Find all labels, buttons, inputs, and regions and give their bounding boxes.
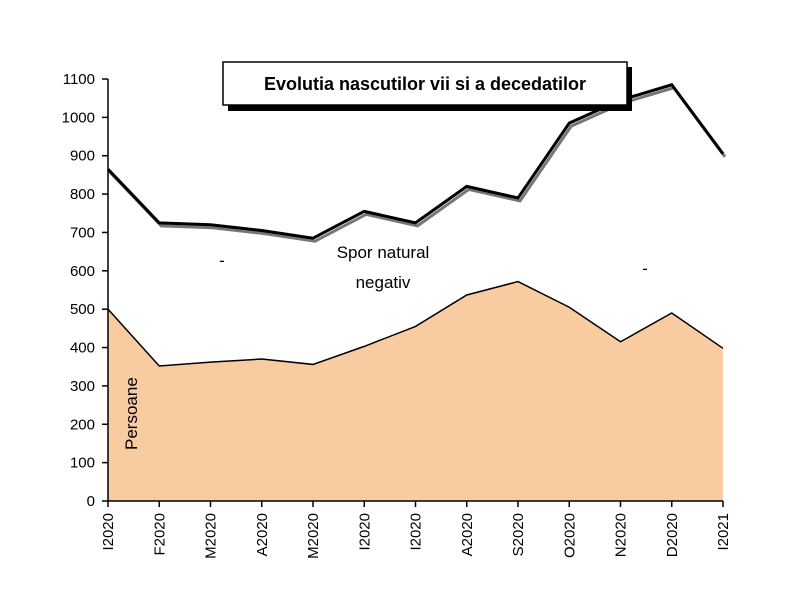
y-tick-label: 300 [70,378,95,395]
y-tick-label: 800 [70,186,95,203]
births-area [108,281,723,501]
y-tick-label: 0 [87,493,95,510]
x-tick-label: D2020 [664,513,681,557]
x-tick-label: F2020 [151,513,168,556]
y-tick-label: 400 [70,340,95,357]
x-ticks: I2020 F2020 M2020 A2020 M2020 I2020 I2020 A2020… [100,501,732,559]
y-ticks: 0 100 200 300 400 500 600 700 800 900 1000 1100 [62,71,108,510]
annotation-dash-left: - [219,251,225,270]
x-tick-label: I2020 [356,513,373,551]
y-tick-label: 700 [70,224,95,241]
chart-title: Evolutia nascutilor vii si a decedatilor [264,74,586,94]
y-tick-label: 200 [70,416,95,433]
annotation-spor-natural: Spor natural [337,243,430,262]
x-tick-label: S2020 [510,513,527,556]
y-axis-label: Persoane [122,377,141,450]
x-tick-label: N2020 [613,513,630,557]
x-tick-label: M2020 [305,513,322,559]
x-tick-label: A2020 [459,513,476,556]
y-tick-label: 1100 [63,71,95,88]
x-tick-label: M2020 [203,513,220,559]
births-series-line [107,280,724,367]
x-tick-label: I2021 [715,513,732,551]
y-tick-label: 900 [70,148,95,165]
y-tick-label: 600 [70,263,95,280]
y-tick-label: 500 [70,301,95,318]
annotation-negativ: negativ [356,273,411,292]
y-tick-label: 100 [70,455,95,472]
x-tick-label: O2020 [561,513,578,558]
x-tick-label: A2020 [254,513,271,556]
title-box [222,61,628,106]
x-tick-label: I2020 [408,513,425,551]
x-tick-label: I2020 [100,513,117,551]
annotation-dash-right: - [642,259,648,278]
y-tick-label: 1000 [62,109,95,126]
